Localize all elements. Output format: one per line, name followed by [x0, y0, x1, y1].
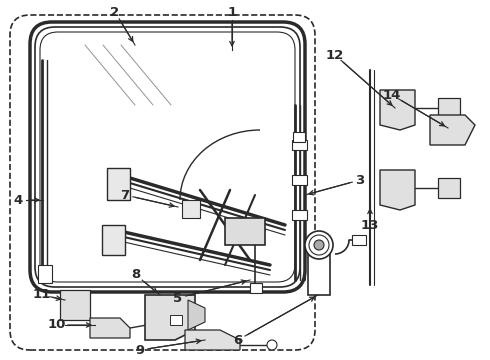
Polygon shape — [380, 170, 415, 210]
Text: 9: 9 — [135, 343, 145, 356]
Polygon shape — [145, 295, 195, 340]
Circle shape — [309, 235, 329, 255]
Polygon shape — [188, 300, 205, 330]
Circle shape — [305, 231, 333, 259]
Text: 8: 8 — [131, 269, 141, 282]
Bar — [170, 315, 182, 325]
Circle shape — [314, 240, 324, 250]
Bar — [293, 132, 305, 142]
Text: 14: 14 — [383, 89, 401, 102]
Text: 3: 3 — [355, 174, 365, 186]
Bar — [292, 175, 307, 185]
Text: 12: 12 — [326, 49, 344, 62]
Text: 6: 6 — [233, 333, 243, 346]
Polygon shape — [380, 90, 415, 130]
Circle shape — [267, 340, 277, 350]
Polygon shape — [430, 115, 475, 145]
Polygon shape — [107, 168, 130, 200]
Text: 1: 1 — [227, 5, 237, 18]
Polygon shape — [102, 225, 125, 255]
Bar — [292, 140, 307, 150]
Polygon shape — [438, 98, 460, 118]
Polygon shape — [225, 218, 265, 245]
Bar — [292, 210, 307, 220]
Text: 2: 2 — [110, 5, 120, 18]
Text: 7: 7 — [121, 189, 129, 202]
Bar — [182, 200, 200, 218]
Polygon shape — [185, 330, 240, 350]
Bar — [38, 265, 52, 283]
Text: 4: 4 — [13, 194, 23, 207]
Text: 10: 10 — [48, 319, 66, 332]
Polygon shape — [90, 318, 130, 338]
Polygon shape — [60, 290, 90, 320]
Polygon shape — [438, 178, 460, 198]
Text: 5: 5 — [173, 292, 183, 305]
Bar — [352, 235, 366, 245]
Text: 13: 13 — [361, 219, 379, 231]
Bar — [250, 283, 262, 293]
Text: 11: 11 — [33, 288, 51, 302]
Bar — [308, 245, 330, 295]
